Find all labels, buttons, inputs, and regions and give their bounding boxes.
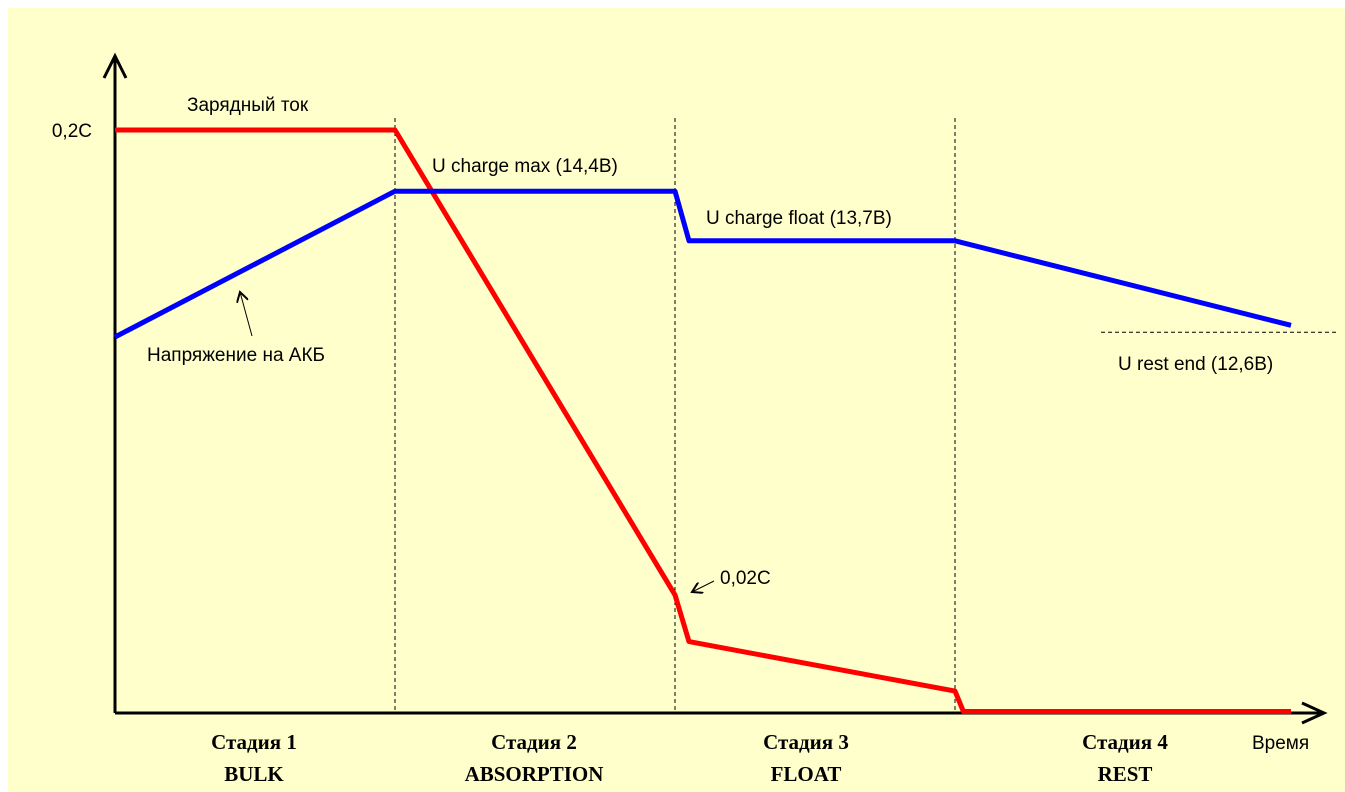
series-line-charge-current: [115, 127, 1291, 714]
annotation-u-charge-max: U charge max (14,4В): [432, 156, 618, 177]
y-axis-arrow-icon: [102, 52, 128, 79]
x-axis-label: Время: [1252, 733, 1309, 754]
stage-3-name: FLOAT: [771, 762, 842, 786]
stage-4-number: Стадия 4: [1082, 730, 1168, 754]
chart-panel: 0,2C Зарядный ток Напряжение на АКБ U ch…: [8, 8, 1345, 792]
annotation-u-charge-float: U charge float (13,7В): [706, 208, 892, 229]
stage-separators: [394, 118, 956, 713]
voltage-pointer-arrow-icon: [240, 292, 253, 337]
charge-stages-chart: 0,2C Зарядный ток Напряжение на АКБ U ch…: [52, 52, 1338, 786]
stage-1-number: Стадия 1: [211, 730, 297, 754]
stage-1-name: BULK: [224, 762, 284, 786]
stage-2-number: Стадия 2: [491, 730, 577, 754]
stage-3-number: Стадия 3: [763, 730, 849, 754]
stage-2-name: ABSORPTION: [465, 762, 604, 786]
reference-label-u-rest-end: U rest end (12,6В): [1118, 354, 1273, 375]
stage-4-name: REST: [1098, 762, 1153, 786]
y-tick-label: 0,2C: [52, 121, 92, 142]
x-axis-arrow-icon: [1301, 701, 1328, 725]
series-label-battery-voltage: Напряжение на АКБ: [147, 345, 325, 366]
annotation-002c: 0,02C: [720, 568, 771, 589]
series-line-battery-voltage: [113, 188, 1292, 340]
series-label-charge-current: Зарядный ток: [187, 95, 309, 116]
stage-labels: Стадия 1 BULK Стадия 2 ABSORPTION Стадия…: [211, 730, 1168, 786]
annotation-002c-arrow-icon: [692, 580, 715, 592]
